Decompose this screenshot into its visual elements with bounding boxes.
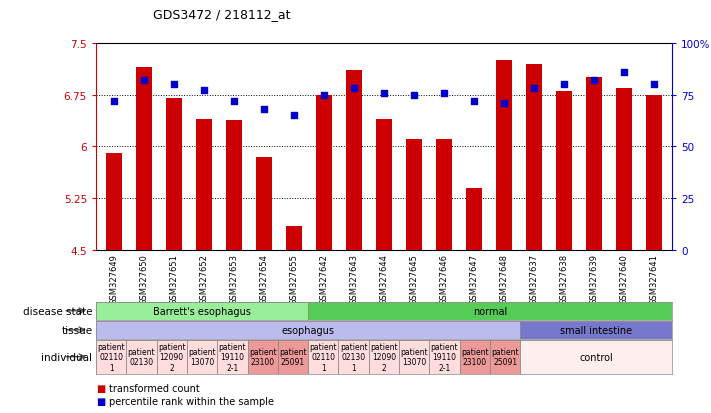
Text: patient
12090
2: patient 12090 2 [158,342,186,372]
Text: individual: individual [41,352,92,362]
Bar [218,340,247,374]
Bar [166,99,182,250]
Text: patient
13070: patient 13070 [188,347,216,366]
Text: patient
02110
1: patient 02110 1 [97,342,125,372]
Text: patient
23100: patient 23100 [461,347,488,366]
Point [408,92,419,99]
Text: tissue: tissue [61,325,92,335]
Point [198,88,210,95]
Bar [308,302,672,320]
Bar [399,340,429,374]
Point [469,98,480,105]
Text: Barrett's esophagus: Barrett's esophagus [153,306,251,316]
Point [528,86,540,93]
Text: percentile rank within the sample: percentile rank within the sample [109,396,274,406]
Bar [247,340,278,374]
Bar [616,88,632,250]
Point [648,82,660,88]
Bar [646,95,662,250]
Point [319,92,330,99]
Text: control: control [579,352,613,362]
Bar [187,340,218,374]
Bar [96,340,127,374]
Bar [556,92,572,250]
Text: patient
25091: patient 25091 [279,347,307,366]
Point [228,98,240,105]
Text: ■: ■ [96,396,105,406]
Bar [338,340,369,374]
Point [169,82,180,88]
Text: GDS3472 / 218112_at: GDS3472 / 218112_at [153,8,290,21]
Bar [136,68,152,250]
Bar [496,61,512,250]
Bar [346,71,362,250]
Bar [466,188,482,250]
Bar [225,121,242,250]
Bar [278,340,308,374]
Point [438,90,449,97]
Point [348,86,360,93]
Point [378,90,390,97]
Bar [308,340,338,374]
Point [288,113,299,119]
Bar [96,321,520,339]
Point [618,69,630,76]
Text: patient
02130: patient 02130 [128,347,155,366]
Text: small intestine: small intestine [560,325,632,335]
Bar [256,157,272,250]
Text: patient
12090
2: patient 12090 2 [370,342,397,372]
Text: patient
25091: patient 25091 [491,347,519,366]
Bar [520,340,672,374]
Text: ■: ■ [96,383,105,393]
Point [138,78,149,84]
Bar [525,64,542,250]
Point [588,78,599,84]
Bar [436,140,452,250]
Bar [375,119,392,250]
Bar [286,226,302,250]
Text: patient
19110
2-1: patient 19110 2-1 [218,342,246,372]
Bar [586,78,602,250]
Bar [520,321,672,339]
Point [258,107,269,113]
Text: normal: normal [473,306,507,316]
Bar [106,154,122,250]
Point [108,98,119,105]
Bar [406,140,422,250]
Bar [429,340,460,374]
Text: disease state: disease state [23,306,92,316]
Bar [127,340,156,374]
Bar [316,95,332,250]
Text: patient
13070: patient 13070 [400,347,428,366]
Text: transformed count: transformed count [109,383,200,393]
Bar [96,302,308,320]
Bar [490,340,520,374]
Text: patient
19110
2-1: patient 19110 2-1 [431,342,459,372]
Bar [196,119,212,250]
Text: patient
23100: patient 23100 [249,347,277,366]
Point [498,100,510,107]
Text: patient
02110
1: patient 02110 1 [309,342,337,372]
Bar [460,340,490,374]
Point [558,82,570,88]
Bar [156,340,187,374]
Bar [369,340,399,374]
Text: esophagus: esophagus [282,325,335,335]
Text: patient
02130
1: patient 02130 1 [340,342,368,372]
